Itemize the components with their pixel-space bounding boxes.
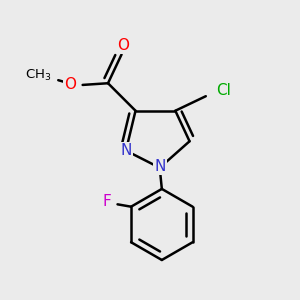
Text: Cl: Cl [216,83,231,98]
Text: CH$_3$: CH$_3$ [25,68,52,83]
Text: N: N [120,143,132,158]
Text: N: N [154,158,165,173]
Text: O: O [117,38,129,53]
Text: F: F [102,194,111,209]
Text: O: O [64,77,76,92]
